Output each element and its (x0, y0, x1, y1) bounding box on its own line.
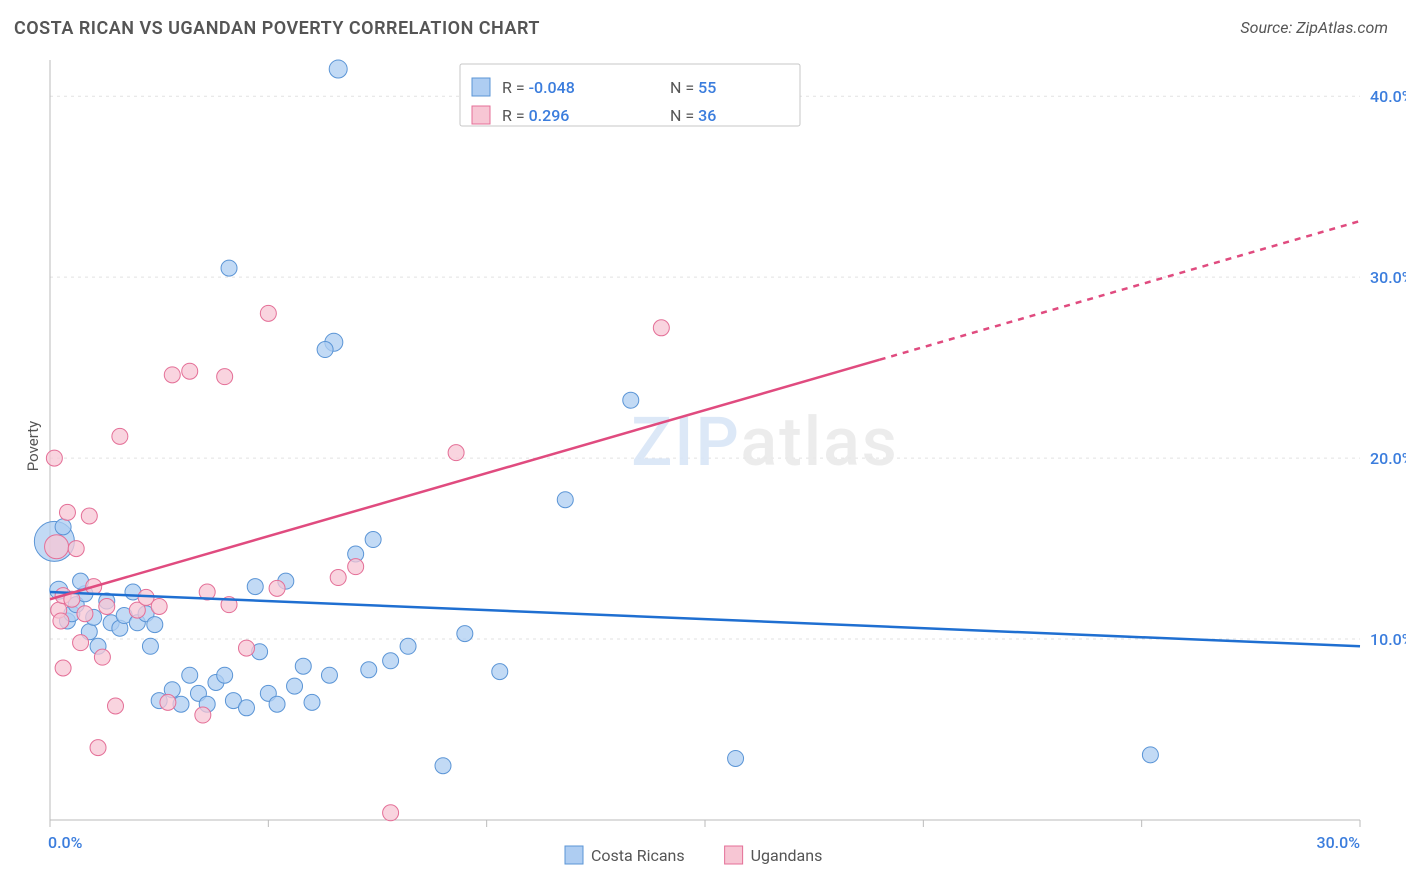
data-point (623, 392, 639, 408)
data-point (182, 363, 198, 379)
data-point (295, 658, 311, 674)
data-point (557, 492, 573, 508)
data-point (321, 667, 337, 683)
data-point (182, 667, 198, 683)
data-point (151, 598, 167, 614)
stat-row-ugandans: R = 0.296 (502, 106, 569, 125)
data-point (77, 606, 93, 622)
stat-swatch-costa_ricans (472, 78, 490, 96)
x-tick-label: 30.0% (1316, 833, 1360, 852)
data-point (653, 320, 669, 336)
data-point (435, 758, 451, 774)
data-point (383, 805, 399, 821)
data-point (260, 305, 276, 321)
data-point (1142, 747, 1158, 763)
data-point (383, 653, 399, 669)
data-point (492, 664, 508, 680)
stat-row-n-ugandans: N = 36 (670, 106, 716, 125)
data-point (217, 369, 233, 385)
data-point (239, 640, 255, 656)
legend-swatch-costa_ricans (565, 846, 583, 864)
data-point (164, 367, 180, 383)
data-point (247, 579, 263, 595)
data-point (269, 696, 285, 712)
y-tick-label: 40.0% (1370, 87, 1406, 106)
data-point (147, 617, 163, 633)
data-point (53, 613, 69, 629)
data-point (287, 678, 303, 694)
data-point (81, 508, 97, 524)
data-point (108, 698, 124, 714)
data-point (68, 541, 84, 557)
data-point (45, 535, 69, 559)
data-point (317, 342, 333, 358)
data-point (304, 694, 320, 710)
data-point (329, 60, 347, 78)
data-point (348, 559, 364, 575)
data-point (217, 667, 233, 683)
data-point (160, 694, 176, 710)
data-point (728, 750, 744, 766)
legend-swatch-ugandans (725, 846, 743, 864)
data-point (269, 580, 285, 596)
data-point (94, 649, 110, 665)
data-point (448, 445, 464, 461)
legend-label-costa_ricans: Costa Ricans (591, 846, 685, 865)
data-point (73, 635, 89, 651)
legend-label-ugandans: Ugandans (751, 846, 823, 865)
data-point (55, 660, 71, 676)
data-point (55, 519, 71, 535)
y-tick-label: 10.0% (1370, 630, 1406, 649)
y-tick-label: 20.0% (1370, 449, 1406, 468)
x-tick-label: 0.0% (48, 833, 83, 852)
data-point (112, 428, 128, 444)
data-point (361, 662, 377, 678)
data-point (330, 570, 346, 586)
data-point (99, 598, 115, 614)
watermark: ZIPatlas (631, 402, 899, 482)
y-tick-label: 30.0% (1370, 268, 1406, 287)
stat-swatch-ugandans (472, 106, 490, 124)
data-point (457, 626, 473, 642)
data-point (239, 700, 255, 716)
data-point (221, 260, 237, 276)
stat-row-n-costa_ricans: N = 55 (670, 78, 716, 97)
stat-row-costa_ricans: R = -0.048 (502, 78, 575, 97)
data-point (142, 638, 158, 654)
data-point (400, 638, 416, 654)
data-point (365, 532, 381, 548)
data-point (59, 504, 75, 520)
data-point (46, 450, 62, 466)
data-point (90, 740, 106, 756)
data-point (195, 707, 211, 723)
scatter-chart: 10.0% 20.0% 30.0% 40.0% ZIPatlas 0.0% 30.0% R =… (0, 0, 1406, 892)
